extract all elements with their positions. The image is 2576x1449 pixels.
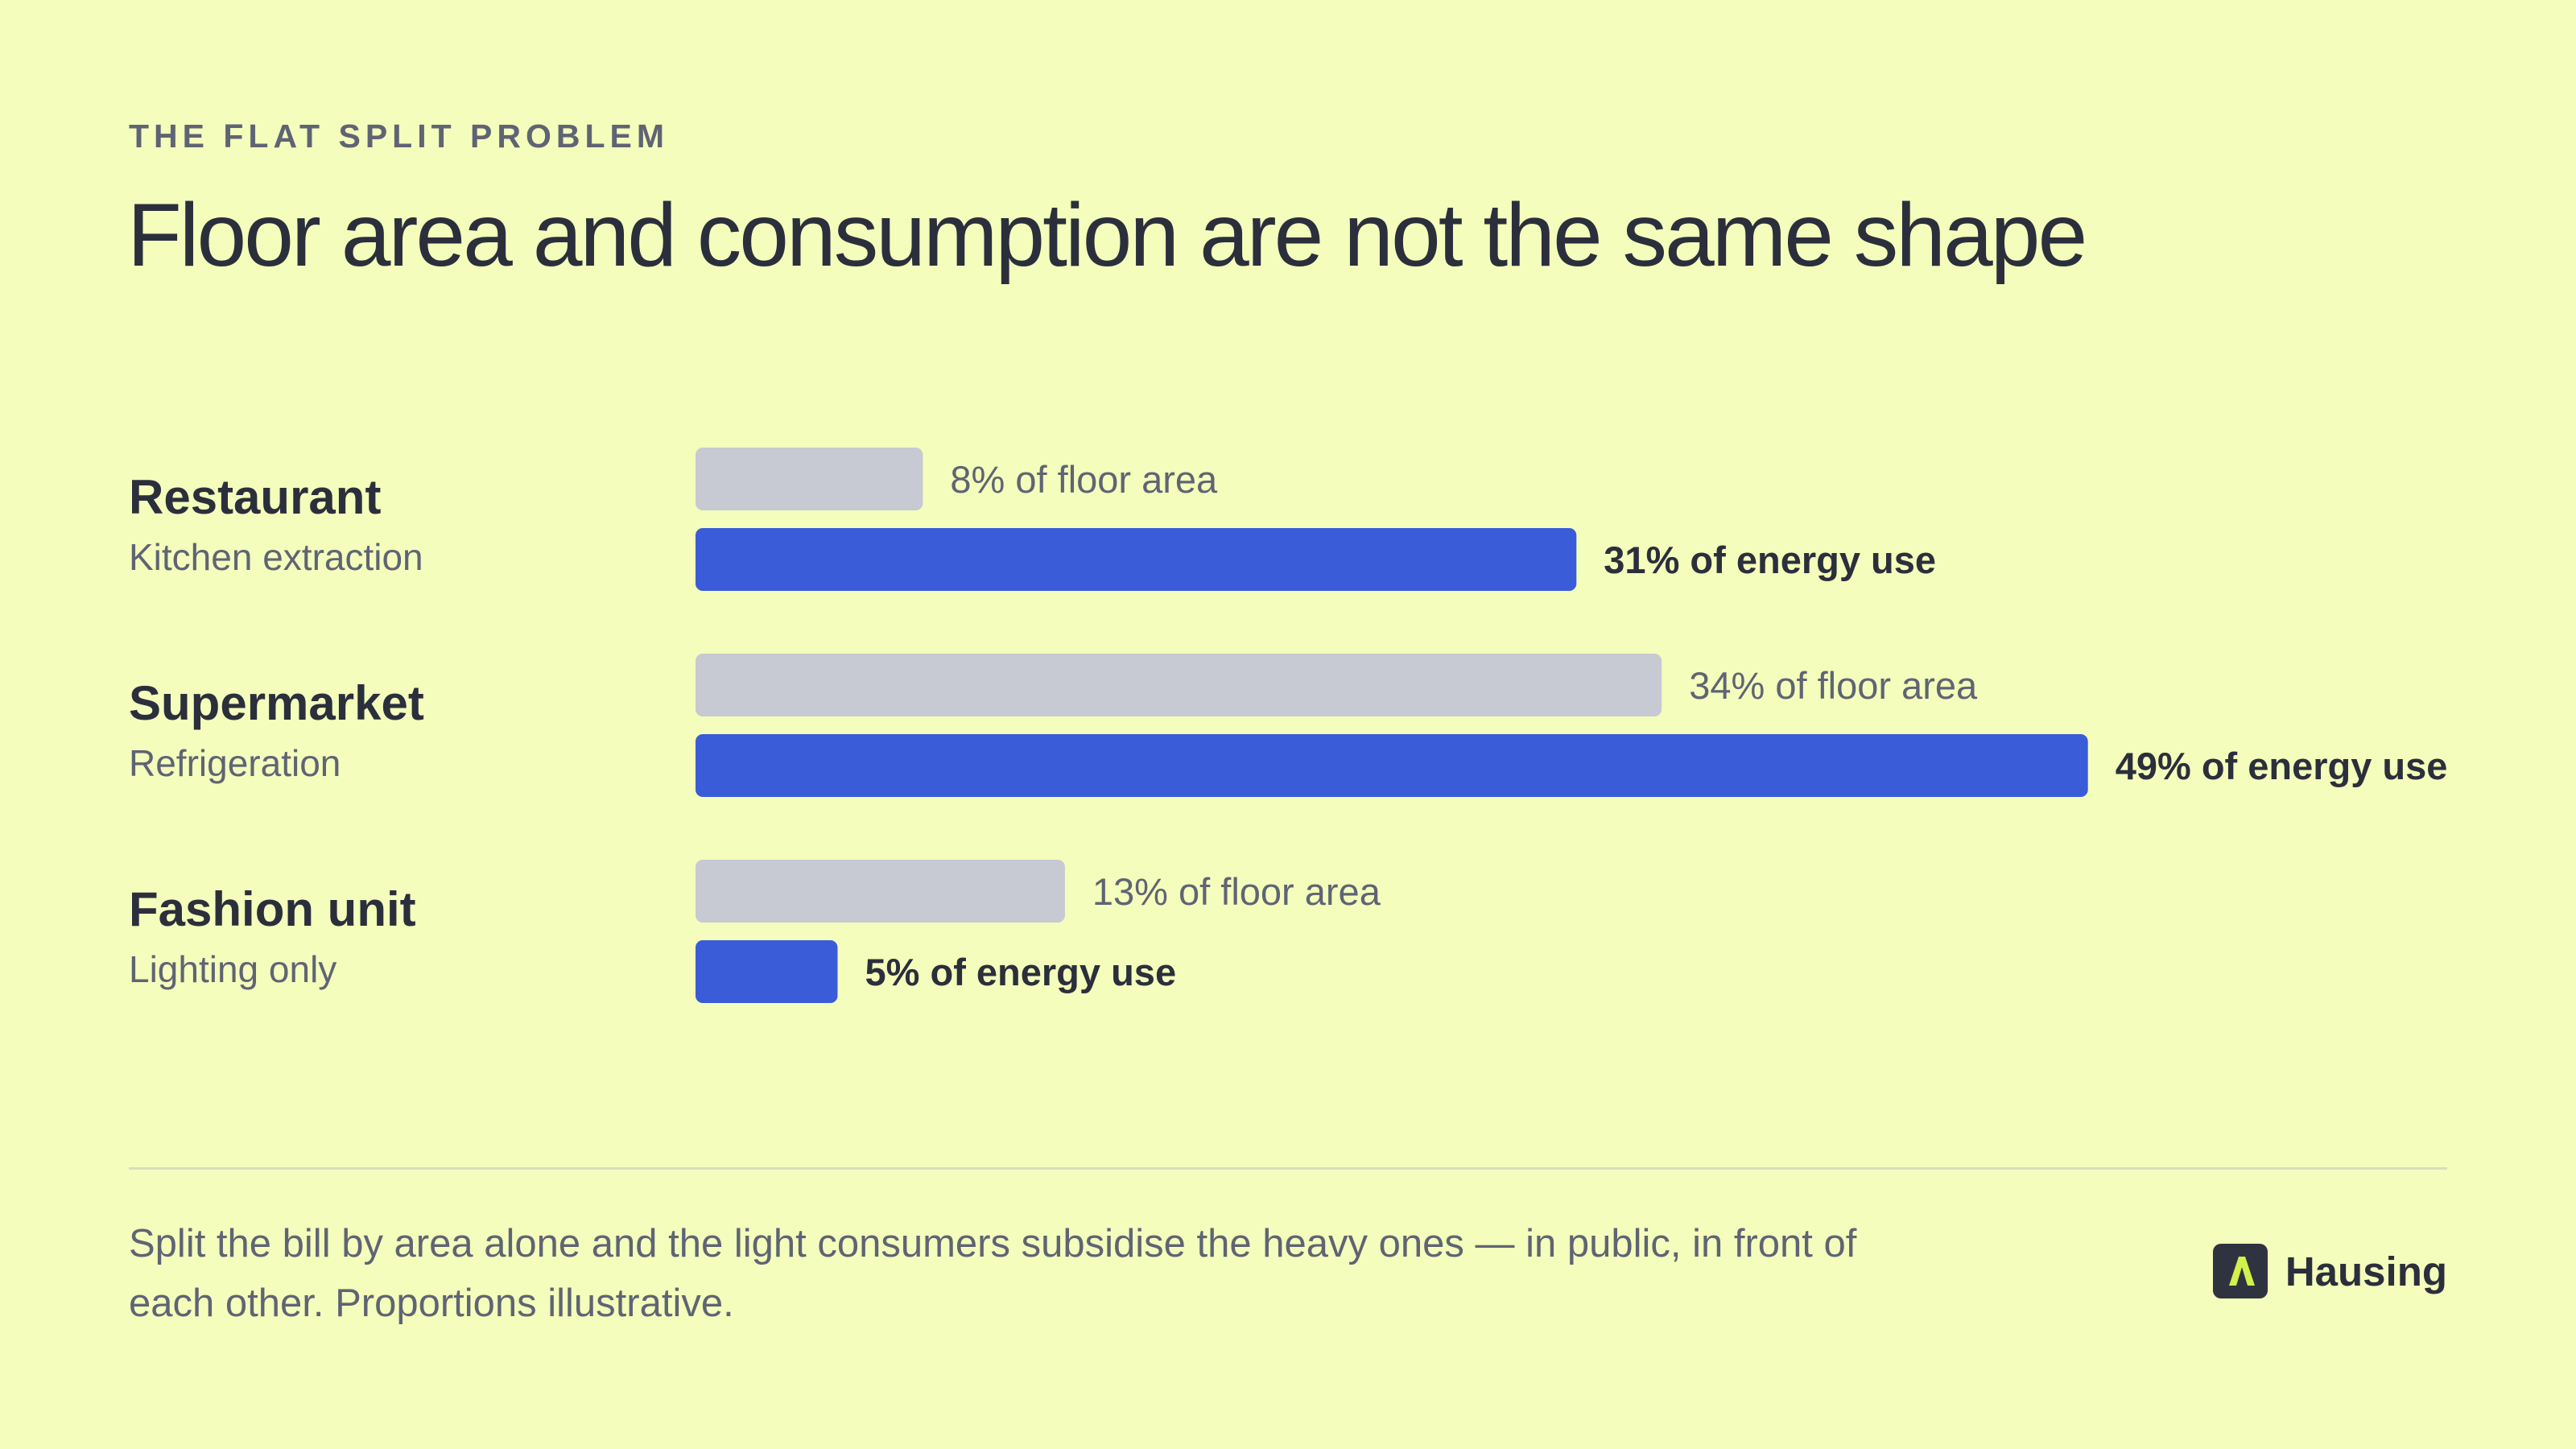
floor-area-bar <box>696 860 1065 923</box>
brand: Hausing <box>2212 1244 2447 1298</box>
energy-bar-label: 49% of energy use <box>2116 745 2448 787</box>
floor-area-bar <box>696 448 923 510</box>
category-subtitle: Refrigeration <box>129 742 341 784</box>
category-subtitle: Lighting only <box>129 948 336 990</box>
footnote: Split the bill by area alone and the lig… <box>129 1222 1857 1325</box>
energy-bar-label: 5% of energy use <box>865 951 1177 993</box>
energy-bar <box>696 940 838 1003</box>
footer-divider <box>129 1167 2447 1170</box>
floor-area-bar <box>696 654 1662 716</box>
energy-bar <box>696 528 1577 591</box>
energy-bar-label: 31% of energy use <box>1604 539 1936 581</box>
eyebrow-label: THE FLAT SPLIT PROBLEM <box>129 118 670 155</box>
page-title: Floor area and consumption are not the s… <box>127 185 2087 285</box>
category-label: Restaurant <box>129 470 381 524</box>
hausing-logo-icon <box>2212 1244 2268 1298</box>
category-subtitle: Kitchen extraction <box>129 536 423 578</box>
floor-area-bar-label: 34% of floor area <box>1689 664 1978 707</box>
brand-name: Hausing <box>2285 1248 2447 1294</box>
floor-area-bar-label: 13% of floor area <box>1092 870 1381 913</box>
floor-area-bar-label: 8% of floor area <box>950 458 1218 501</box>
category-label: Supermarket <box>129 676 424 730</box>
category-label: Fashion unit <box>129 882 416 936</box>
energy-bar <box>696 734 2088 797</box>
